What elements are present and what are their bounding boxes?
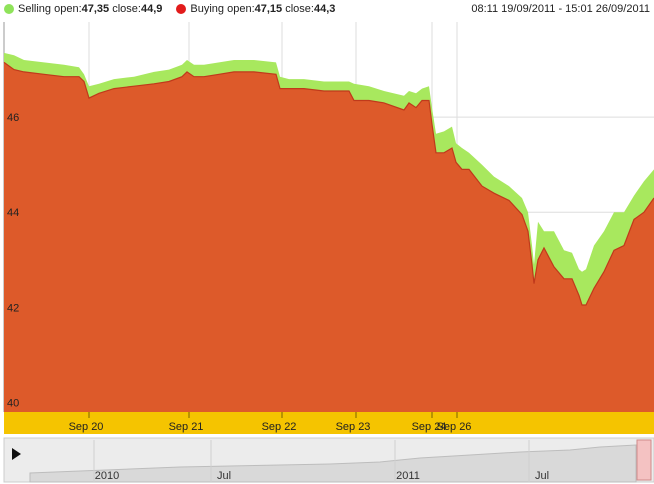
navigator-label: 2010 <box>95 470 119 482</box>
navigator-selection-handle[interactable] <box>636 439 652 481</box>
legend-item-selling[interactable]: Selling open: 47,35 close: 44,9 <box>4 3 162 15</box>
buying-name: Buying <box>190 3 225 15</box>
legend-item-buying[interactable]: Buying open: 47,15 close: 44,3 <box>176 3 335 15</box>
y-tick-label: 46 <box>7 112 19 124</box>
buying-close-value: 44,3 <box>313 3 336 15</box>
navigator-label: Jul <box>217 470 231 482</box>
selling-open-label: open: <box>54 3 82 15</box>
buying-open-label: open: <box>227 3 255 15</box>
buying-close-label: close: <box>285 3 314 15</box>
y-tick-label: 40 <box>7 397 19 409</box>
play-icon[interactable] <box>12 448 21 460</box>
selling-name: Selling <box>18 3 52 15</box>
y-tick-label: 42 <box>7 302 19 314</box>
x-tick-label: Sep 22 <box>262 421 297 433</box>
selling-close-label: close: <box>112 3 141 15</box>
x-axis-band <box>4 412 654 434</box>
x-tick-label: Sep 26 <box>437 421 472 433</box>
y-tick-label: 44 <box>7 207 19 219</box>
x-tick-label: Sep 21 <box>169 421 204 433</box>
selling-open-value: 47,35 <box>81 3 110 15</box>
navigator-label: Jul <box>535 470 549 482</box>
selling-close-value: 44,9 <box>140 3 163 15</box>
buying-area[interactable] <box>4 62 654 413</box>
x-tick-label: Sep 23 <box>336 421 371 433</box>
y-axis-ticks: 40 42 44 46 <box>7 112 19 409</box>
navigator-label: 2011 <box>396 470 420 482</box>
navigator-series-area <box>29 444 637 483</box>
buying-open-value: 47,15 <box>254 3 283 15</box>
selling-legend-dot-icon <box>4 4 14 14</box>
x-tick-label: Sep 24 <box>412 421 447 433</box>
date-range-label: 08:11 19/09/2011 - 15:01 26/09/2011 <box>471 3 650 15</box>
buying-legend-dot-icon <box>176 4 187 14</box>
x-tick-label: Sep 20 <box>69 421 104 433</box>
legend-bar: Selling open: 47,35 close: 44,9 Buying ope… <box>0 0 654 18</box>
navigator-labels: 2010 Jul 2011 Jul <box>93 440 549 482</box>
buying-line <box>3 61 654 306</box>
